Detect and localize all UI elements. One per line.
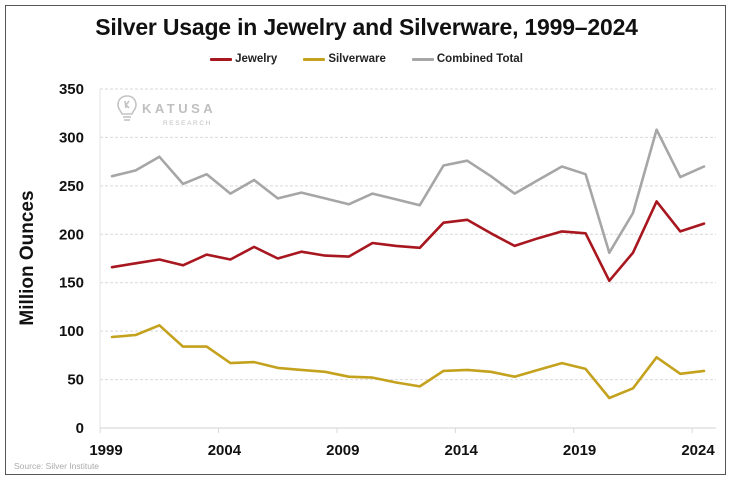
legend: Jewelry Silverware Combined Total xyxy=(0,53,733,65)
legend-item-jewelry: Jewelry xyxy=(210,53,277,65)
watermark-brand: KATUSA xyxy=(142,101,216,116)
watermark-sub: RESEARCH xyxy=(163,120,212,127)
y-tick-label: 350 xyxy=(59,81,84,98)
x-tick-label: 2004 xyxy=(208,442,242,459)
legend-item-silverware: Silverware xyxy=(303,53,386,65)
legend-swatch-combined-total xyxy=(411,57,434,61)
y-tick-label: 100 xyxy=(59,323,84,340)
watermark: KATUSA RESEARCH xyxy=(117,95,216,127)
legend-label-combined-total: Combined Total xyxy=(436,53,523,65)
x-tick-label: 2014 xyxy=(445,442,479,459)
x-tick-label: 2009 xyxy=(326,442,359,459)
x-tick-label: 1999 xyxy=(89,442,122,459)
y-tick-label: 0 xyxy=(76,420,84,437)
y-tick-label: 50 xyxy=(67,372,84,389)
axes: 0 50 100 150 200 250 300 350 1999 2004 2009 2014 201… xyxy=(59,81,716,459)
y-tick-label: 150 xyxy=(59,275,84,292)
series-line-combined-total xyxy=(110,128,706,254)
gridlines xyxy=(100,88,716,381)
legend-label-jewelry: Jewelry xyxy=(235,53,278,65)
x-tick-label: 2024 xyxy=(681,442,715,459)
chart-title: Silver Usage in Jewelry and Silverware, … xyxy=(95,14,638,40)
lightbulb-icon xyxy=(117,95,137,121)
series-lines xyxy=(110,128,706,400)
y-tick-label: 250 xyxy=(59,178,84,195)
legend-swatch-jewelry xyxy=(210,57,233,61)
series-line-silverware xyxy=(110,323,706,400)
series-line-jewelry xyxy=(110,200,706,283)
y-tick-label: 200 xyxy=(59,226,84,243)
y-tick-label: 300 xyxy=(59,129,84,146)
legend-item-combined-total: Combined Total xyxy=(411,53,523,65)
legend-swatch-silverware xyxy=(303,57,326,61)
legend-label-silverware: Silverware xyxy=(328,53,386,65)
source-note: Source: Silver Institute xyxy=(14,461,100,471)
x-tick-label: 2019 xyxy=(563,442,596,459)
